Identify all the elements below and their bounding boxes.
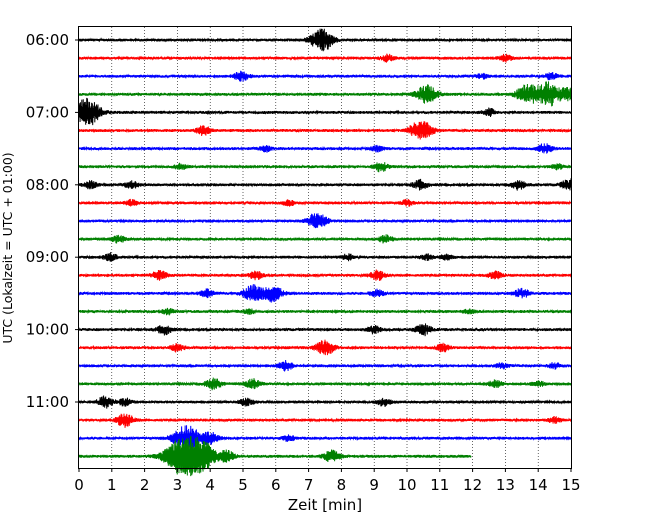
- y-tick-label: 06:00: [26, 31, 69, 49]
- plot-frame: [78, 26, 572, 469]
- trace-0615: [78, 53, 572, 63]
- x-tick-label: 4: [205, 476, 215, 494]
- trace-0630: [78, 70, 572, 82]
- trace-1030: [78, 359, 572, 372]
- trace-0645: [78, 81, 572, 107]
- trace-0715: [78, 121, 572, 140]
- x-tick-label: 10: [397, 476, 416, 494]
- x-tick-label: 6: [271, 476, 281, 494]
- x-tick-label: 2: [140, 476, 150, 494]
- x-tick-label: 12: [463, 476, 482, 494]
- x-tick-label: 8: [337, 476, 347, 494]
- y-tick-label: 07:00: [26, 103, 69, 121]
- trace-1000: [78, 323, 572, 337]
- trace-1145: [78, 436, 472, 477]
- y-ticks: 06:00 07:00 08:00 09:00 10:00 11:00: [26, 31, 79, 411]
- x-tick-label: 13: [496, 476, 515, 494]
- x-tick-label: 7: [304, 476, 314, 494]
- x-tick-label: 1: [107, 476, 117, 494]
- x-ticks: 0 1 2 3 4 5 6 7 8 9 10 11 12 13 14 15: [74, 468, 581, 494]
- trace-0600: [78, 28, 572, 52]
- trace-0745: [78, 162, 572, 173]
- y-tick-label: 09:00: [26, 248, 69, 266]
- trace-0815: [78, 198, 572, 207]
- trace-0915: [78, 269, 572, 281]
- trace-0700: [78, 97, 572, 126]
- x-axis-label: Zeit [min]: [288, 496, 362, 514]
- y-axis-label: UTC (Lokalzeit = UTC + 01:00): [0, 152, 15, 343]
- y-tick-label: 08:00: [26, 176, 69, 194]
- trace-0800: [78, 178, 572, 191]
- x-tick-label: 14: [529, 476, 548, 494]
- trace-0845: [78, 234, 572, 244]
- trace-1100: [78, 395, 572, 409]
- trace-1045: [78, 377, 572, 391]
- y-tick-label: 10:00: [26, 321, 69, 339]
- trace-1115: [78, 413, 572, 428]
- trace-1130: [78, 425, 572, 453]
- x-tick-label: 3: [173, 476, 183, 494]
- x-tick-label: 5: [238, 476, 248, 494]
- trace-0945: [78, 307, 572, 316]
- x-tick-label: 15: [561, 476, 580, 494]
- trace-0830: [78, 213, 572, 229]
- trace-0900: [78, 252, 572, 262]
- x-tick-label: 11: [430, 476, 449, 494]
- trace-1015: [78, 339, 572, 356]
- trace-0930: [78, 284, 572, 303]
- x-tick-label: 9: [369, 476, 379, 494]
- trace-0730: [78, 143, 572, 154]
- x-tick-label: 0: [74, 476, 84, 494]
- traces: [78, 28, 572, 477]
- y-tick-label: 11:00: [26, 393, 69, 411]
